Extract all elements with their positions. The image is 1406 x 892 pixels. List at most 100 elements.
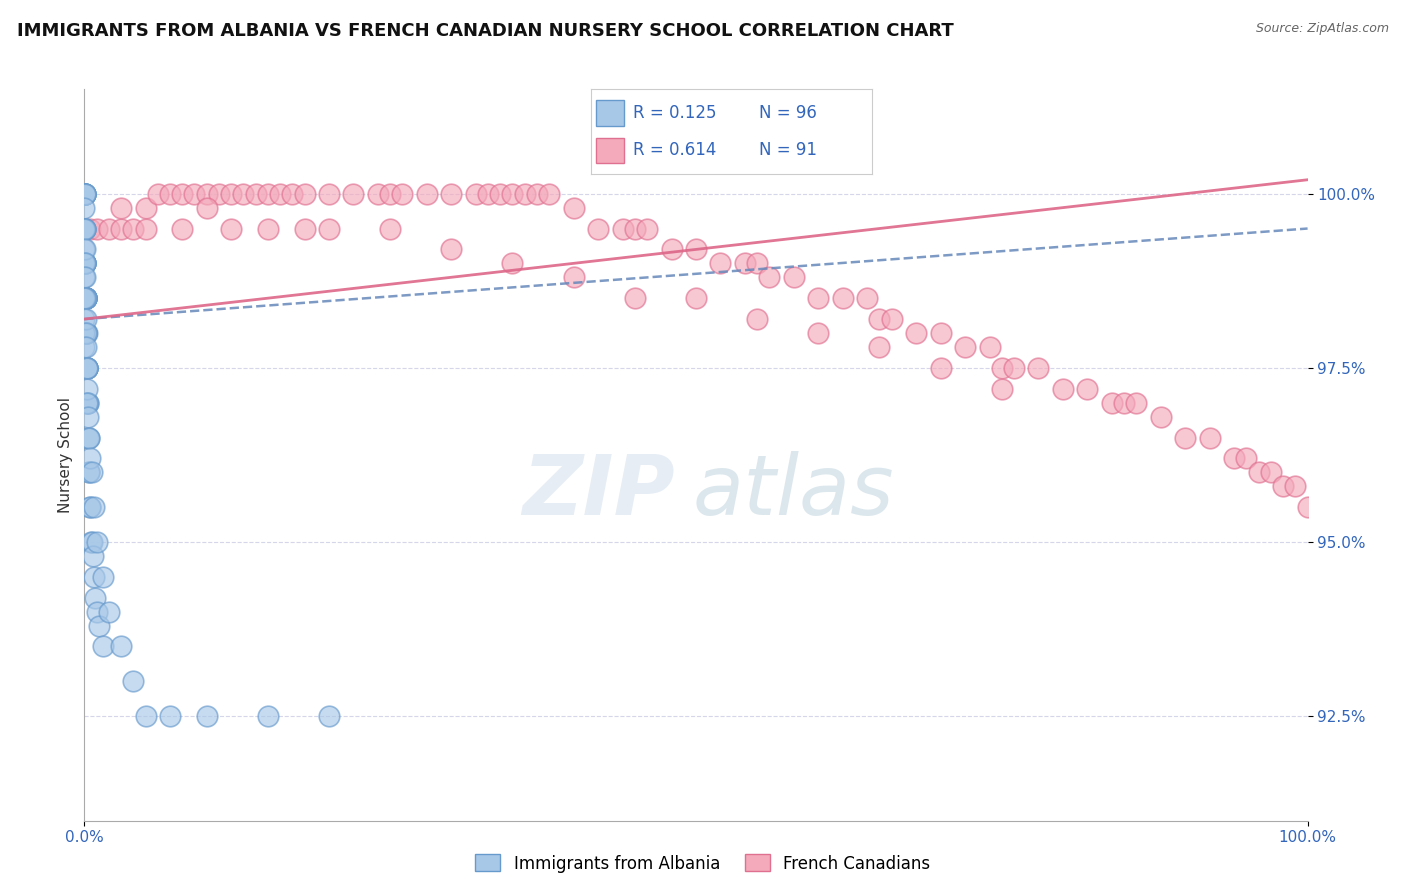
Point (75, 340, 97, 354)
Text: R = 0.614: R = 0.614 (633, 141, 716, 159)
Point (219, 186, 242, 201)
Point (83, 500, 105, 515)
Point (73, 186, 96, 201)
Point (75, 326, 97, 340)
Point (80, 466, 103, 480)
Point (440, 186, 463, 201)
Point (979, 340, 1001, 354)
Point (747, 312, 769, 326)
Point (73, 186, 96, 201)
Point (77, 409, 100, 424)
Point (79, 500, 101, 515)
Point (79, 451, 101, 466)
Point (183, 186, 205, 201)
Point (1272, 479, 1295, 493)
Point (991, 382, 1014, 396)
Point (1028, 360, 1050, 375)
Point (75, 256, 97, 270)
Point (82, 549, 104, 563)
Point (73, 340, 96, 354)
Point (83, 570, 105, 584)
Point (661, 243, 683, 257)
Point (257, 186, 280, 201)
Point (391, 186, 413, 201)
Point (758, 270, 780, 285)
Point (76, 326, 98, 340)
Point (612, 221, 634, 235)
Point (75, 326, 97, 340)
Point (75, 291, 97, 305)
Point (135, 221, 157, 235)
Point (79, 500, 101, 515)
Point (159, 186, 181, 201)
Point (380, 221, 402, 235)
Point (208, 186, 231, 201)
Point (80, 535, 103, 549)
Point (75, 291, 97, 305)
Point (73, 312, 96, 326)
Point (77, 466, 100, 480)
Point (97, 221, 120, 235)
Point (75, 256, 97, 270)
Point (73, 243, 96, 257)
Point (929, 360, 952, 375)
Point (97, 605, 120, 619)
Point (75, 186, 97, 201)
Point (75, 291, 97, 305)
Point (80, 535, 103, 549)
Point (869, 312, 891, 326)
Point (1052, 382, 1074, 396)
Point (562, 201, 585, 215)
Text: atlas: atlas (693, 451, 894, 532)
Point (75, 312, 97, 326)
Bar (596, 100, 624, 126)
Point (586, 221, 609, 235)
Point (257, 221, 280, 235)
Point (73, 256, 96, 270)
Point (991, 360, 1014, 375)
Point (294, 186, 316, 201)
Point (318, 709, 340, 723)
Point (709, 256, 731, 270)
Point (75, 243, 97, 257)
Point (110, 640, 132, 654)
Point (269, 186, 291, 201)
Point (232, 186, 254, 201)
Point (75, 326, 97, 340)
Point (75, 291, 97, 305)
Point (76, 395, 98, 409)
Point (464, 186, 486, 201)
Point (122, 221, 145, 235)
Text: N = 96: N = 96 (759, 104, 817, 122)
Point (783, 270, 806, 285)
Point (76, 360, 98, 375)
Point (75, 291, 97, 305)
Point (294, 221, 316, 235)
Point (122, 674, 145, 689)
Point (91, 570, 114, 584)
Point (75, 256, 97, 270)
Point (624, 291, 647, 305)
Point (953, 340, 976, 354)
Point (195, 186, 218, 201)
Point (513, 186, 536, 201)
Point (76, 360, 98, 375)
Point (1260, 466, 1282, 480)
Point (87, 618, 110, 632)
Point (76, 360, 98, 375)
Point (624, 221, 647, 235)
Point (86, 535, 108, 549)
Point (172, 186, 194, 201)
Point (75, 326, 97, 340)
Point (75, 291, 97, 305)
Point (367, 186, 389, 201)
Point (856, 291, 879, 305)
Text: N = 91: N = 91 (759, 141, 817, 159)
Point (1223, 451, 1246, 466)
Point (73, 291, 96, 305)
Point (75, 256, 97, 270)
Point (159, 709, 181, 723)
Point (502, 186, 524, 201)
Point (747, 256, 769, 270)
Point (76, 360, 98, 375)
